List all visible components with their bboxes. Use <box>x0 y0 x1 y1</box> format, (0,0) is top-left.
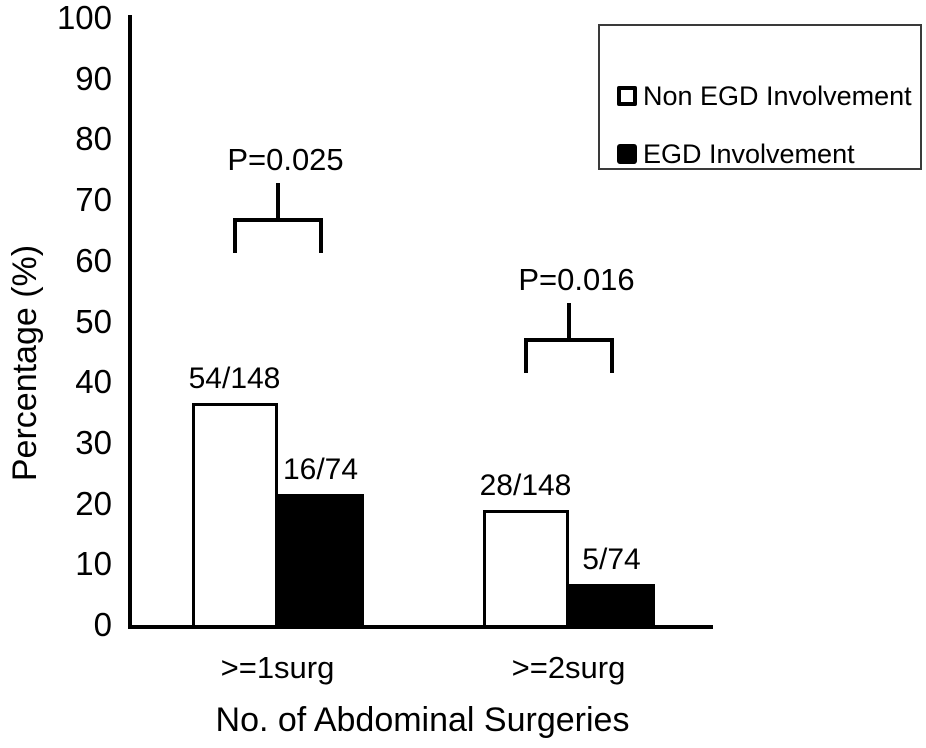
p-value-label: P=0.016 <box>518 262 635 297</box>
y-axis-line <box>128 15 132 629</box>
non-egd-swatch-icon <box>617 86 637 106</box>
significance-bracket-bar <box>232 218 323 222</box>
x-tick-label: >=1surg <box>220 650 335 685</box>
y-tick-label: 90 <box>75 59 112 97</box>
legend-label-non-egd: Non EGD Involvement <box>643 81 912 111</box>
significance-bracket-stem <box>275 183 280 218</box>
significance-bracket-left-leg <box>232 218 237 253</box>
bar-value-label: 5/74 <box>582 542 641 576</box>
significance-bracket-right-leg <box>318 218 323 253</box>
bar-egd <box>568 583 655 628</box>
egd-swatch-icon <box>617 144 637 164</box>
significance-bracket-stem <box>566 303 571 338</box>
y-tick-label: 0 <box>93 606 112 643</box>
y-tick-label: 100 <box>56 0 112 36</box>
y-tick-label: 80 <box>75 120 112 158</box>
y-tick-label: 10 <box>75 545 112 583</box>
p-value-label: P=0.025 <box>227 142 344 177</box>
legend-label-egd: EGD Involvement <box>643 139 855 169</box>
x-tick-label: >=2surg <box>511 650 626 685</box>
bar-non-egd <box>191 403 278 628</box>
x-axis-line <box>128 625 713 629</box>
bar-value-label: 16/74 <box>282 452 359 486</box>
significance-bracket-bar <box>523 338 614 342</box>
y-tick-label: 50 <box>75 302 112 340</box>
legend: Non EGD Involvement EGD Involvement <box>598 24 922 170</box>
y-tick-label: 30 <box>75 423 112 461</box>
y-tick-label: 70 <box>75 181 112 219</box>
bar-non-egd <box>482 510 569 628</box>
y-tick-label: 60 <box>75 241 112 279</box>
bar-value-label: 54/148 <box>188 362 281 396</box>
y-tick-label: 40 <box>75 363 112 401</box>
bar-egd <box>277 493 364 628</box>
y-tick-label: 20 <box>75 484 112 522</box>
bar-value-label: 28/148 <box>479 469 572 503</box>
legend-item-egd: EGD Involvement <box>617 134 855 174</box>
x-axis-title: No. of Abdominal Surgeries <box>215 701 630 739</box>
legend-item-non-egd: Non EGD Involvement <box>617 76 912 116</box>
significance-bracket-left-leg <box>523 338 528 373</box>
significance-bracket-right-leg <box>609 338 614 373</box>
